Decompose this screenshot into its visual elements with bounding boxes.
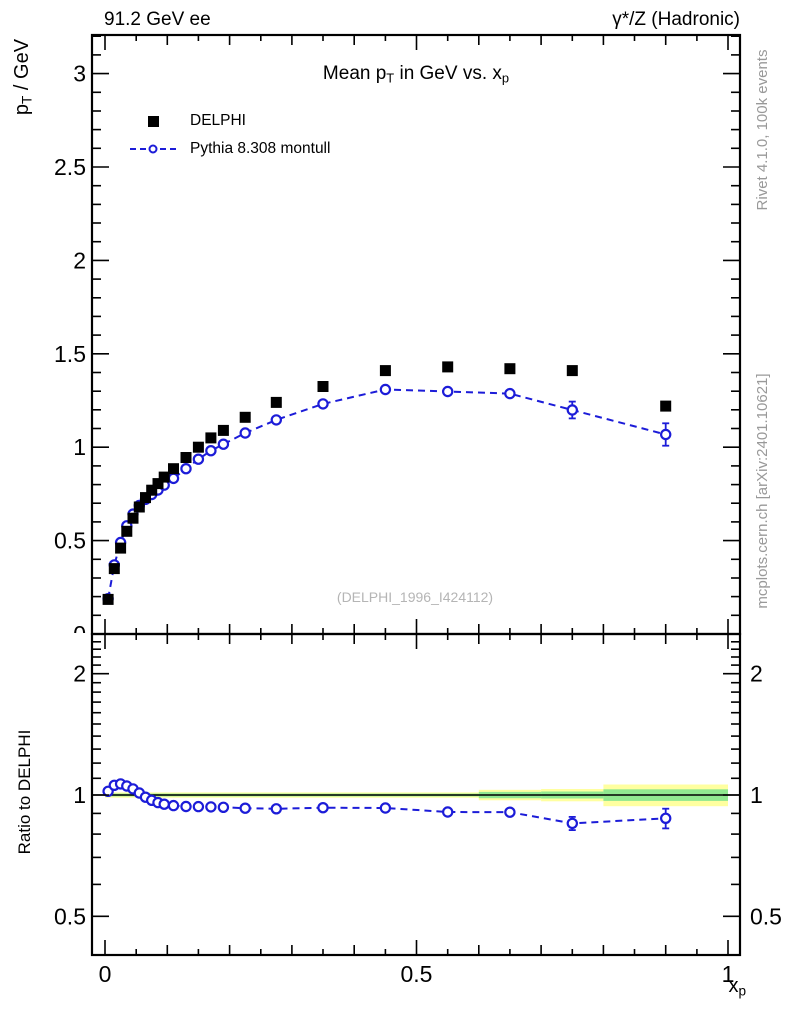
legend-item-delphi: DELPHI: [130, 107, 330, 135]
delphi-data-series: [102, 361, 672, 605]
top-y-tick-label: 1.5: [54, 341, 86, 367]
x-axis-title: xp: [700, 975, 746, 999]
ratio-y-tick-label-right: 0.5: [750, 903, 782, 929]
plot-title-sub-p: p: [501, 70, 510, 86]
x-tick-label: 1: [722, 961, 735, 987]
plot-title-text: Mean p: [322, 63, 387, 84]
top-y-tick-label: 1: [73, 434, 86, 460]
ratio-y-tick-label-right: 1: [750, 782, 763, 808]
y-axis-title-unit: / GeV: [11, 38, 33, 96]
ratio-y-tick-label-left: 2: [73, 661, 86, 687]
legend-label-delphi: DELPHI: [190, 112, 246, 129]
ratio-axis-title: Ratio to DELPHI: [15, 729, 34, 855]
pythia-dashed-line-icon: [130, 144, 176, 154]
top-y-tick-label: 2.5: [54, 154, 86, 180]
y-axis-title-p: p: [11, 103, 33, 116]
ratio-y-tick-label-left: 1: [73, 782, 86, 808]
plot-title-mid: in GeV vs. x: [394, 63, 502, 84]
top-y-tick-label: 3: [73, 61, 86, 87]
legend-label-pythia: Pythia 8.308 montull: [190, 140, 331, 157]
x-axis-title-x: x: [728, 975, 739, 997]
process-label: γ*/Z (Hadronic): [612, 9, 740, 30]
beam-energy-label: 91.2 GeV ee: [104, 9, 211, 30]
delphi-square-icon: [147, 115, 159, 127]
ratio-mc-series: [102, 778, 672, 831]
y-axis-title: pT / GeV: [11, 0, 37, 162]
plot-title: Mean pT in GeV vs. xp: [92, 63, 740, 86]
legend: DELPHI Pythia 8.308 montull: [130, 107, 330, 163]
pythia-circle-icon: [148, 144, 158, 154]
x-tick-label: 0.5: [401, 961, 433, 987]
top-y-tick-label: 0.5: [54, 528, 86, 554]
ratio-y-tick-label-left: 0.5: [54, 903, 86, 929]
mc-series: [102, 383, 672, 605]
tick-labels: 0 0.5 1 1.5 2 2.5 3 0.5 0.5 1 1 2 2 0 0.5 1: [54, 61, 782, 987]
axis-ticks: [92, 35, 740, 955]
plot-title-sub-t: T: [386, 70, 395, 86]
watermark: (DELPHI_1996_I424112): [336, 589, 494, 605]
rivet-version-text: Rivet 4.1.0, 100k events: [754, 49, 771, 211]
delphi-marker-cell: [130, 115, 176, 127]
ratio-y-tick-label-right: 2: [750, 661, 763, 687]
y-axis-title-sub: T: [19, 95, 35, 104]
x-tick-label: 0: [99, 961, 112, 987]
top-y-tick-label: 2: [73, 247, 86, 273]
legend-item-pythia: Pythia 8.308 montull: [130, 135, 330, 163]
top-y-tick-label: 0: [73, 621, 86, 647]
mcplots-reference-text: mcplots.cern.ch [arXiv:2401.10621]: [754, 373, 771, 609]
pythia-marker-cell: [130, 144, 176, 154]
x-axis-title-sub: p: [738, 983, 746, 999]
